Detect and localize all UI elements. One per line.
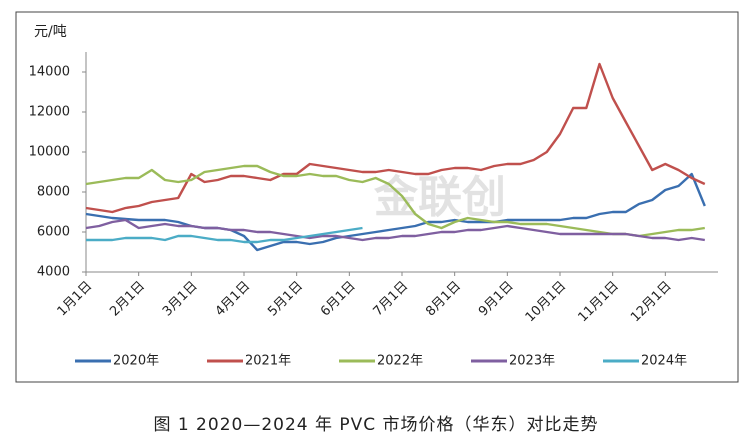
- x-tick-label: 9月1日: [476, 279, 517, 320]
- caption: 图 1 2020—2024 年 PVC 市场价格（华东）对比走势: [153, 415, 598, 435]
- x-tick-label: 7月1日: [371, 279, 412, 320]
- watermark: 金联创: [373, 172, 506, 223]
- series-line: [86, 226, 363, 244]
- x-tick-label: 4月1日: [213, 279, 254, 320]
- x-tick-label: 12月1日: [628, 279, 675, 326]
- series-line: [85, 218, 705, 242]
- x-tick-label: 6月1日: [318, 279, 359, 320]
- x-tick-label: 10月1日: [523, 279, 570, 326]
- y-tick-label: 4000: [37, 265, 70, 280]
- legend-label: 2022年: [377, 354, 423, 369]
- legend-label: 2024年: [641, 354, 687, 369]
- series-line: [85, 62, 706, 214]
- x-tick-label: 3月1日: [160, 279, 201, 320]
- y-tick-label: 12000: [29, 105, 70, 120]
- y-tick-label: 8000: [37, 185, 70, 200]
- x-tick-label: 8月1日: [423, 279, 464, 320]
- x-tick-label: 5月1日: [265, 279, 306, 320]
- series-line: [85, 164, 705, 238]
- y-tick-label: 6000: [37, 225, 70, 240]
- legend-label: 2021年: [245, 354, 291, 369]
- chart-frame: [15, 11, 739, 383]
- y-tick-label: 10000: [29, 145, 70, 160]
- legend-label: 2023年: [509, 354, 555, 369]
- x-tick-label: 1月1日: [55, 279, 96, 320]
- y-tick-label: 14000: [29, 65, 70, 80]
- legend-label: 2020年: [113, 354, 159, 369]
- x-tick-label: 2月1日: [107, 279, 148, 320]
- y-axis-label: 元/吨: [34, 24, 67, 40]
- x-tick-label: 11月1日: [575, 279, 622, 326]
